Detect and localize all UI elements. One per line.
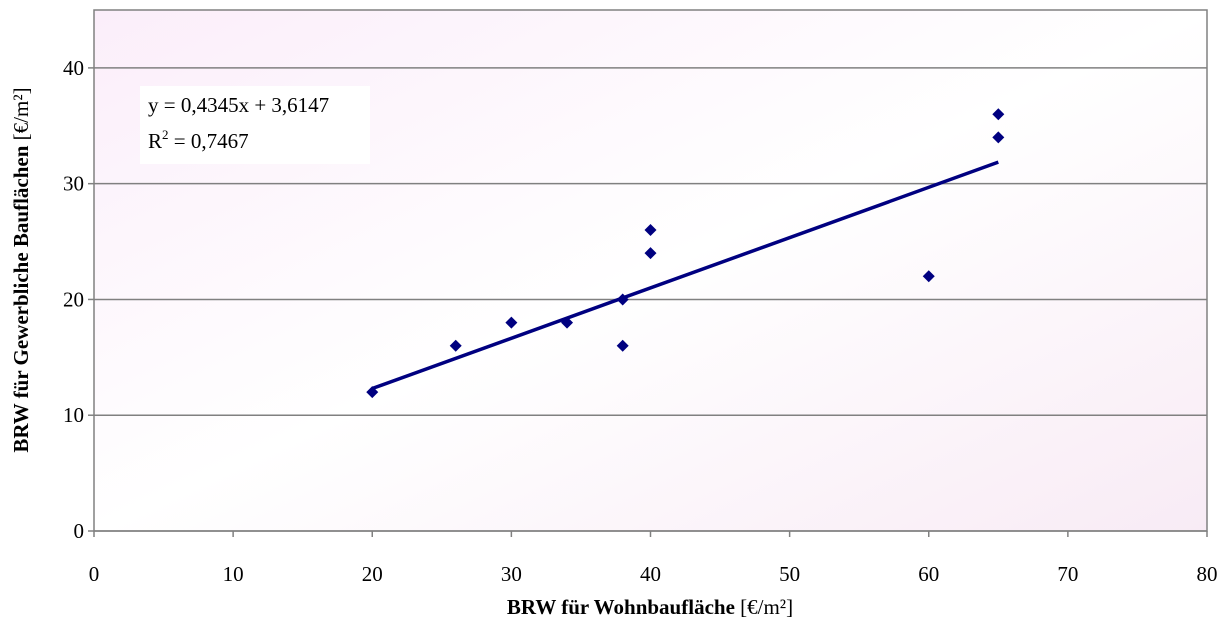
data-point bbox=[922, 270, 935, 283]
x-title-unit: [€/m²] bbox=[740, 595, 793, 619]
y-tick-label: 20 bbox=[63, 287, 84, 311]
x-title-main: BRW für Wohnbaufläche bbox=[507, 595, 735, 619]
data-point bbox=[561, 316, 574, 329]
data-point bbox=[992, 131, 1005, 144]
y-tick-label: 10 bbox=[63, 403, 84, 427]
data-point bbox=[505, 316, 518, 329]
data-point bbox=[449, 339, 462, 352]
r2-rest: = 0,7467 bbox=[169, 129, 249, 153]
data-point bbox=[644, 223, 657, 236]
y-tick-label: 0 bbox=[74, 519, 85, 543]
equation-box bbox=[140, 86, 370, 164]
data-point bbox=[644, 247, 657, 260]
trend-r2: R2 = 0,7467 bbox=[148, 127, 249, 153]
y-tick-label: 30 bbox=[63, 172, 84, 196]
trend-equation: y = 0,4345x + 3,6147 bbox=[148, 93, 329, 117]
x-axis-title: BRW für Wohnbaufläche [€/m²] bbox=[507, 595, 793, 619]
y-axis-title: BRW für Gewerbliche Bauflächen [€/m²] bbox=[9, 87, 33, 452]
x-tick-label: 0 bbox=[89, 562, 100, 586]
x-tick-label: 60 bbox=[918, 562, 939, 586]
x-tick-label: 40 bbox=[640, 562, 661, 586]
y-title-main: BRW für Gewerbliche Bauflächen bbox=[9, 145, 33, 452]
trendline bbox=[371, 160, 999, 391]
data-point bbox=[366, 386, 379, 399]
y-title-unit: [€/m²] bbox=[9, 87, 33, 140]
x-tick-label: 70 bbox=[1057, 562, 1078, 586]
y-tick-label: 40 bbox=[63, 56, 84, 80]
x-tick-label: 20 bbox=[362, 562, 383, 586]
x-tick-label: 50 bbox=[779, 562, 800, 586]
x-tick-label: 30 bbox=[501, 562, 522, 586]
x-tick-label: 80 bbox=[1197, 562, 1218, 586]
x-tick-label: 10 bbox=[223, 562, 244, 586]
r2-base: R bbox=[148, 129, 162, 153]
data-point bbox=[992, 108, 1005, 121]
data-point bbox=[616, 293, 629, 306]
data-point bbox=[616, 339, 629, 352]
r2-sup: 2 bbox=[162, 127, 169, 142]
